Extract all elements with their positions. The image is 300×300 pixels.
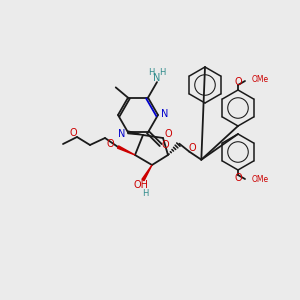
Text: N: N — [118, 129, 125, 139]
Text: O: O — [164, 129, 172, 139]
Polygon shape — [142, 165, 152, 181]
Text: O: O — [234, 77, 242, 87]
Text: O: O — [162, 140, 169, 150]
Text: O: O — [234, 173, 242, 183]
Text: OMe: OMe — [252, 176, 269, 184]
Text: H: H — [159, 68, 165, 76]
Text: N: N — [161, 109, 168, 119]
Text: O: O — [188, 143, 196, 153]
Polygon shape — [128, 131, 143, 135]
Text: H: H — [142, 188, 148, 197]
Text: O: O — [69, 128, 77, 138]
Text: N: N — [153, 73, 161, 83]
Polygon shape — [118, 146, 135, 155]
Text: OMe: OMe — [252, 76, 269, 85]
Text: H: H — [148, 68, 154, 76]
Text: O: O — [106, 139, 114, 149]
Text: OH: OH — [134, 180, 148, 190]
